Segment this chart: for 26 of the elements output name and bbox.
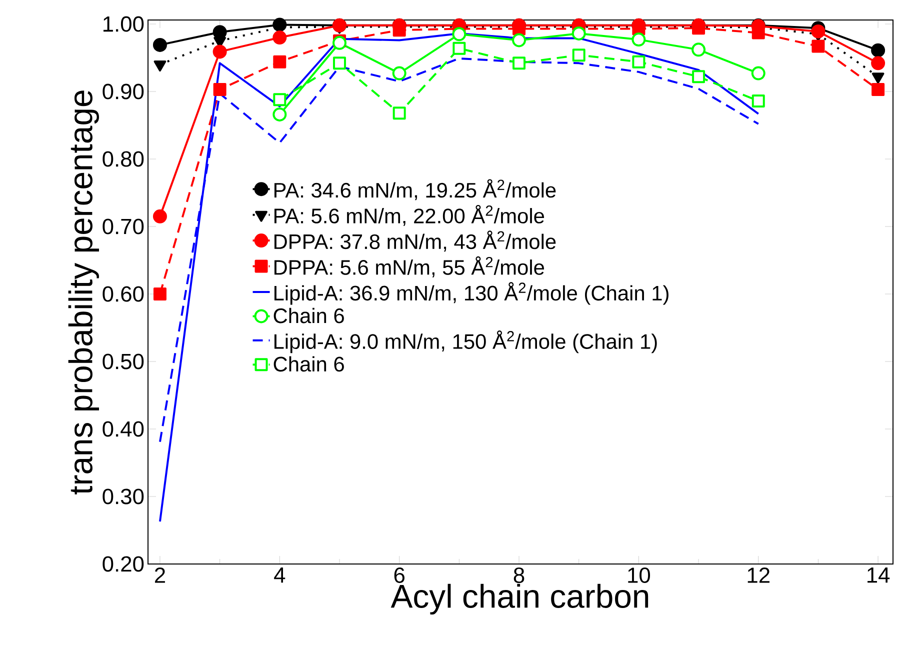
x-tick-label: 2 [154, 567, 165, 583]
y-tick-label: 1.00 [104, 16, 144, 32]
y-tick-label: 0.80 [102, 151, 144, 167]
y-tick-label: 0.30 [102, 488, 144, 504]
legend-label: DPPA: 5.6 mN/m, 55 Å$^{2}$/mole [274, 256, 544, 278]
x-tick-label: 8 [514, 567, 524, 584]
legend-label: DPPA: 37.8 mN/m, 43 Å$^{2}$/mole [274, 230, 556, 252]
legend-label: PA: 5.6 mN/m, 22.00 Å$^{2}$/mole [274, 204, 544, 226]
y-tick-label: 0.50 [102, 354, 144, 370]
y-tick-label: 0.60 [102, 286, 144, 302]
legend-label: PA: 34.6 mN/m, 19.25 Å$^{2}$/mole [274, 179, 556, 200]
legend-label: Lipid-A: 9.0 mN/m, 150 Å$^{2}$/mole (Chain 1) [274, 330, 657, 354]
legend-label: Chain 6 [274, 308, 344, 324]
y-tick-label: 0.40 [102, 421, 144, 437]
y-tick-label: 0.90 [102, 84, 144, 100]
legend-label: Chain 6 [274, 356, 344, 372]
x-axis-title: Acyl chain carbon [390, 584, 648, 615]
legend-label: Lipid-A: 36.9 mN/m, 130 Å$^{2}$/mole (Chain 1) [274, 282, 668, 305]
x-tick-label: 10 [628, 567, 650, 584]
x-tick-label: 6 [394, 567, 404, 584]
y-tick-label: 0.70 [102, 218, 144, 234]
x-tick-label: 4 [274, 568, 286, 583]
y-axis-title: trans probability percentage [68, 90, 99, 494]
x-tick-label: 14 [868, 568, 890, 583]
y-tick-label: 0.20 [102, 556, 144, 572]
x-tick-label: 12 [748, 567, 770, 583]
